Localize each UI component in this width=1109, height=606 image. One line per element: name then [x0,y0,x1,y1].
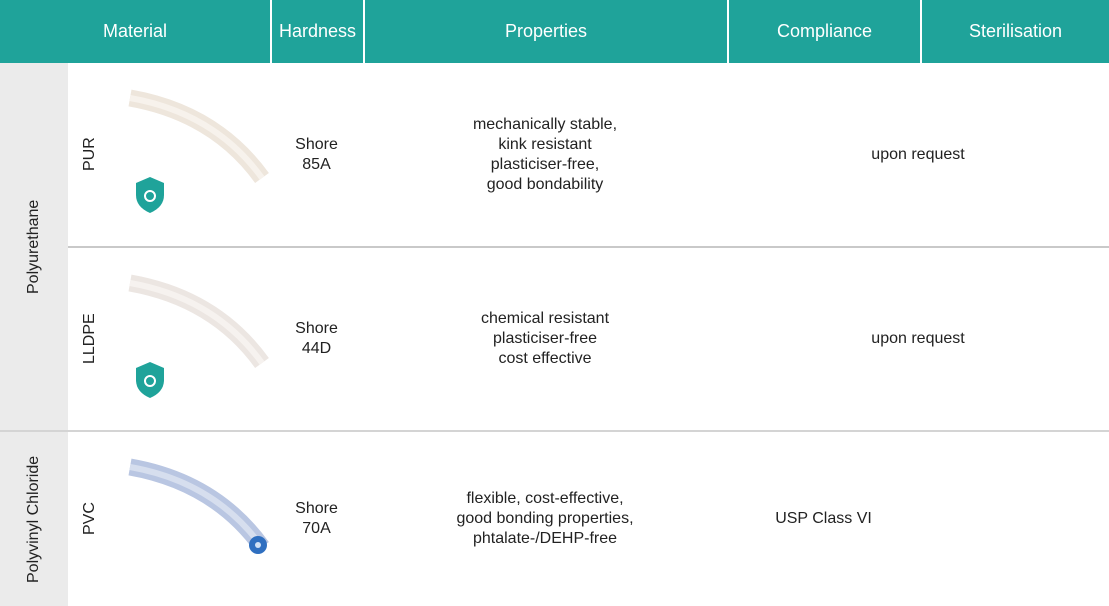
tube-graphic [130,283,262,363]
column-header: Compliance [727,0,920,63]
text-line: chemical resistant [481,309,609,329]
text-line: cost effective [498,349,591,369]
text-line: good bondability [487,175,604,195]
text-line: phtalate-/DEHP-free [473,529,617,549]
text-line: flexible, cost-effective, [466,489,623,509]
tube-graphic [255,542,261,548]
tube-graphic [136,177,164,213]
tube-graphic [130,98,262,178]
material-name: PUR [75,63,105,246]
properties: flexible, cost-effective,good bonding pr… [363,432,727,606]
tube-graphic [136,362,164,398]
tube-graphic [130,467,262,547]
text-line: plasticiser-free, [491,155,599,175]
text-line: kink resistant [498,135,591,155]
text-line: 44D [302,339,331,359]
row-divider [68,246,1109,248]
material-name: PVC [75,432,105,606]
column-header: Sterilisation [920,0,1109,63]
column-header: Hardness [270,0,363,63]
compliance: USP Class VI [727,432,920,606]
text-line: Shore [295,319,338,339]
row-divider [0,430,1109,432]
text-line: plasticiser-free [493,329,597,349]
page: MaterialHardnessPropertiesComplianceSter… [0,0,1109,606]
text-line: Shore [295,499,338,519]
column-header: Material [0,0,270,63]
compliance-sterilisation: upon request [727,63,1109,246]
material-name: LLDPE [75,248,105,430]
group-label: Polyvinyl Chloride [0,432,68,606]
text-line: Shore [295,135,338,155]
text-line: 85A [302,155,330,175]
text-line: mechanically stable, [473,115,617,135]
column-header: Properties [363,0,727,63]
text-line: 70A [302,519,330,539]
compliance-sterilisation: upon request [727,248,1109,430]
text-line: good bonding properties, [456,509,633,529]
group-label: Polyurethane [0,63,68,430]
